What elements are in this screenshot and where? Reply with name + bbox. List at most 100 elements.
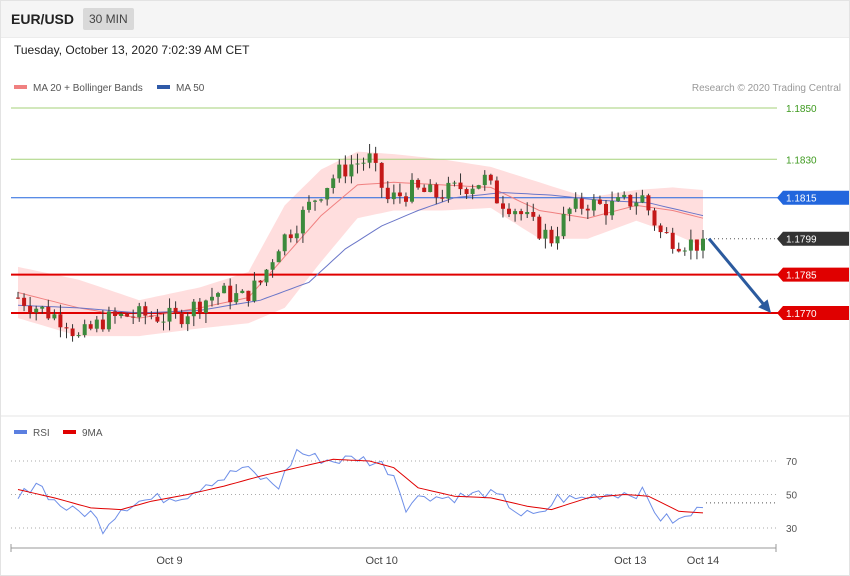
candle-body bbox=[197, 301, 202, 313]
candle-body bbox=[464, 189, 469, 194]
candle-body bbox=[622, 194, 627, 198]
candle bbox=[501, 195, 505, 218]
candle-body bbox=[446, 182, 451, 199]
rsi-ma9-line bbox=[17, 458, 704, 514]
candle bbox=[488, 173, 493, 185]
candle-body bbox=[646, 195, 651, 211]
candle-body bbox=[161, 321, 166, 323]
candle bbox=[549, 226, 554, 247]
candle bbox=[513, 208, 518, 222]
candle bbox=[694, 239, 699, 260]
candle-body bbox=[313, 200, 317, 202]
candle bbox=[428, 179, 433, 193]
candle bbox=[604, 200, 608, 225]
candle-body bbox=[234, 293, 239, 303]
candle bbox=[119, 312, 124, 319]
candle bbox=[361, 157, 366, 171]
candle bbox=[155, 308, 160, 323]
candle-body bbox=[88, 324, 93, 329]
projection-arrow-shaft bbox=[707, 237, 767, 307]
candle bbox=[628, 194, 633, 210]
candle-body bbox=[28, 305, 33, 313]
candle bbox=[591, 194, 596, 216]
candle bbox=[616, 192, 621, 202]
candle-body bbox=[416, 179, 421, 188]
candle-body bbox=[434, 184, 439, 198]
candle-body bbox=[597, 199, 602, 204]
candle bbox=[464, 187, 469, 199]
candle bbox=[197, 298, 202, 319]
candle bbox=[258, 280, 263, 286]
candle-body bbox=[252, 280, 257, 302]
candle bbox=[597, 195, 602, 205]
candle bbox=[622, 191, 627, 200]
candle bbox=[137, 302, 142, 322]
candle-body bbox=[185, 316, 190, 325]
candle bbox=[264, 269, 269, 287]
candle bbox=[113, 307, 117, 324]
candle-body bbox=[379, 162, 384, 188]
legend-rsi-label: RSI bbox=[33, 428, 50, 439]
candle bbox=[379, 162, 384, 198]
candle-body bbox=[294, 233, 299, 239]
candle bbox=[634, 192, 639, 215]
candle bbox=[22, 293, 27, 312]
candle-body bbox=[82, 324, 87, 336]
candle bbox=[331, 174, 336, 194]
candle-body bbox=[349, 164, 354, 177]
candle bbox=[246, 290, 251, 307]
legend-rsi-ma-swatch bbox=[63, 430, 76, 434]
candle bbox=[537, 214, 542, 241]
candle bbox=[191, 298, 196, 327]
candle bbox=[240, 289, 245, 294]
candle bbox=[46, 299, 51, 321]
legend-ma50-label: MA 50 bbox=[176, 83, 205, 94]
candle-body bbox=[282, 234, 287, 252]
candle bbox=[143, 301, 148, 325]
candle bbox=[234, 284, 239, 305]
candle bbox=[325, 187, 330, 206]
candle-body bbox=[179, 313, 184, 325]
candle-body bbox=[688, 239, 693, 251]
level-tag-1.1785: 1.1785 bbox=[777, 267, 849, 282]
candle bbox=[458, 173, 463, 195]
legend-rsi-ma-label: 9MA bbox=[82, 428, 103, 439]
candle bbox=[179, 309, 184, 328]
candle-body bbox=[694, 239, 699, 251]
candle bbox=[34, 305, 39, 321]
candle-body bbox=[476, 185, 481, 189]
candle bbox=[519, 208, 524, 221]
candle-body bbox=[319, 199, 324, 201]
candle bbox=[216, 291, 220, 305]
candle bbox=[440, 189, 445, 202]
candle-body bbox=[155, 316, 160, 322]
level-label-1.1785: 1.1785 bbox=[786, 271, 817, 282]
candle bbox=[525, 202, 530, 218]
projection-arrow-layer bbox=[707, 237, 771, 313]
candle-body bbox=[616, 197, 621, 202]
candle bbox=[652, 207, 657, 231]
candle bbox=[482, 170, 487, 191]
candle-body bbox=[94, 319, 99, 329]
candle bbox=[585, 204, 590, 219]
candle-body bbox=[210, 296, 214, 301]
interval-badge[interactable]: 30 MIN bbox=[83, 8, 134, 30]
level-tag-bg bbox=[777, 267, 849, 282]
ma50-line bbox=[17, 192, 704, 314]
candle bbox=[106, 306, 111, 332]
candle-body bbox=[410, 179, 414, 202]
candle-body bbox=[16, 297, 20, 299]
candle-body bbox=[264, 269, 269, 283]
candle bbox=[149, 311, 154, 320]
candle bbox=[319, 198, 324, 203]
candle bbox=[434, 182, 439, 205]
candle bbox=[422, 184, 427, 193]
candle-body bbox=[246, 290, 251, 301]
symbol-title: EUR/USD bbox=[11, 11, 75, 27]
candle bbox=[349, 155, 354, 184]
candlestick-layer bbox=[16, 143, 705, 342]
candle-body bbox=[488, 174, 493, 181]
candle bbox=[640, 189, 645, 204]
candle bbox=[161, 313, 166, 331]
